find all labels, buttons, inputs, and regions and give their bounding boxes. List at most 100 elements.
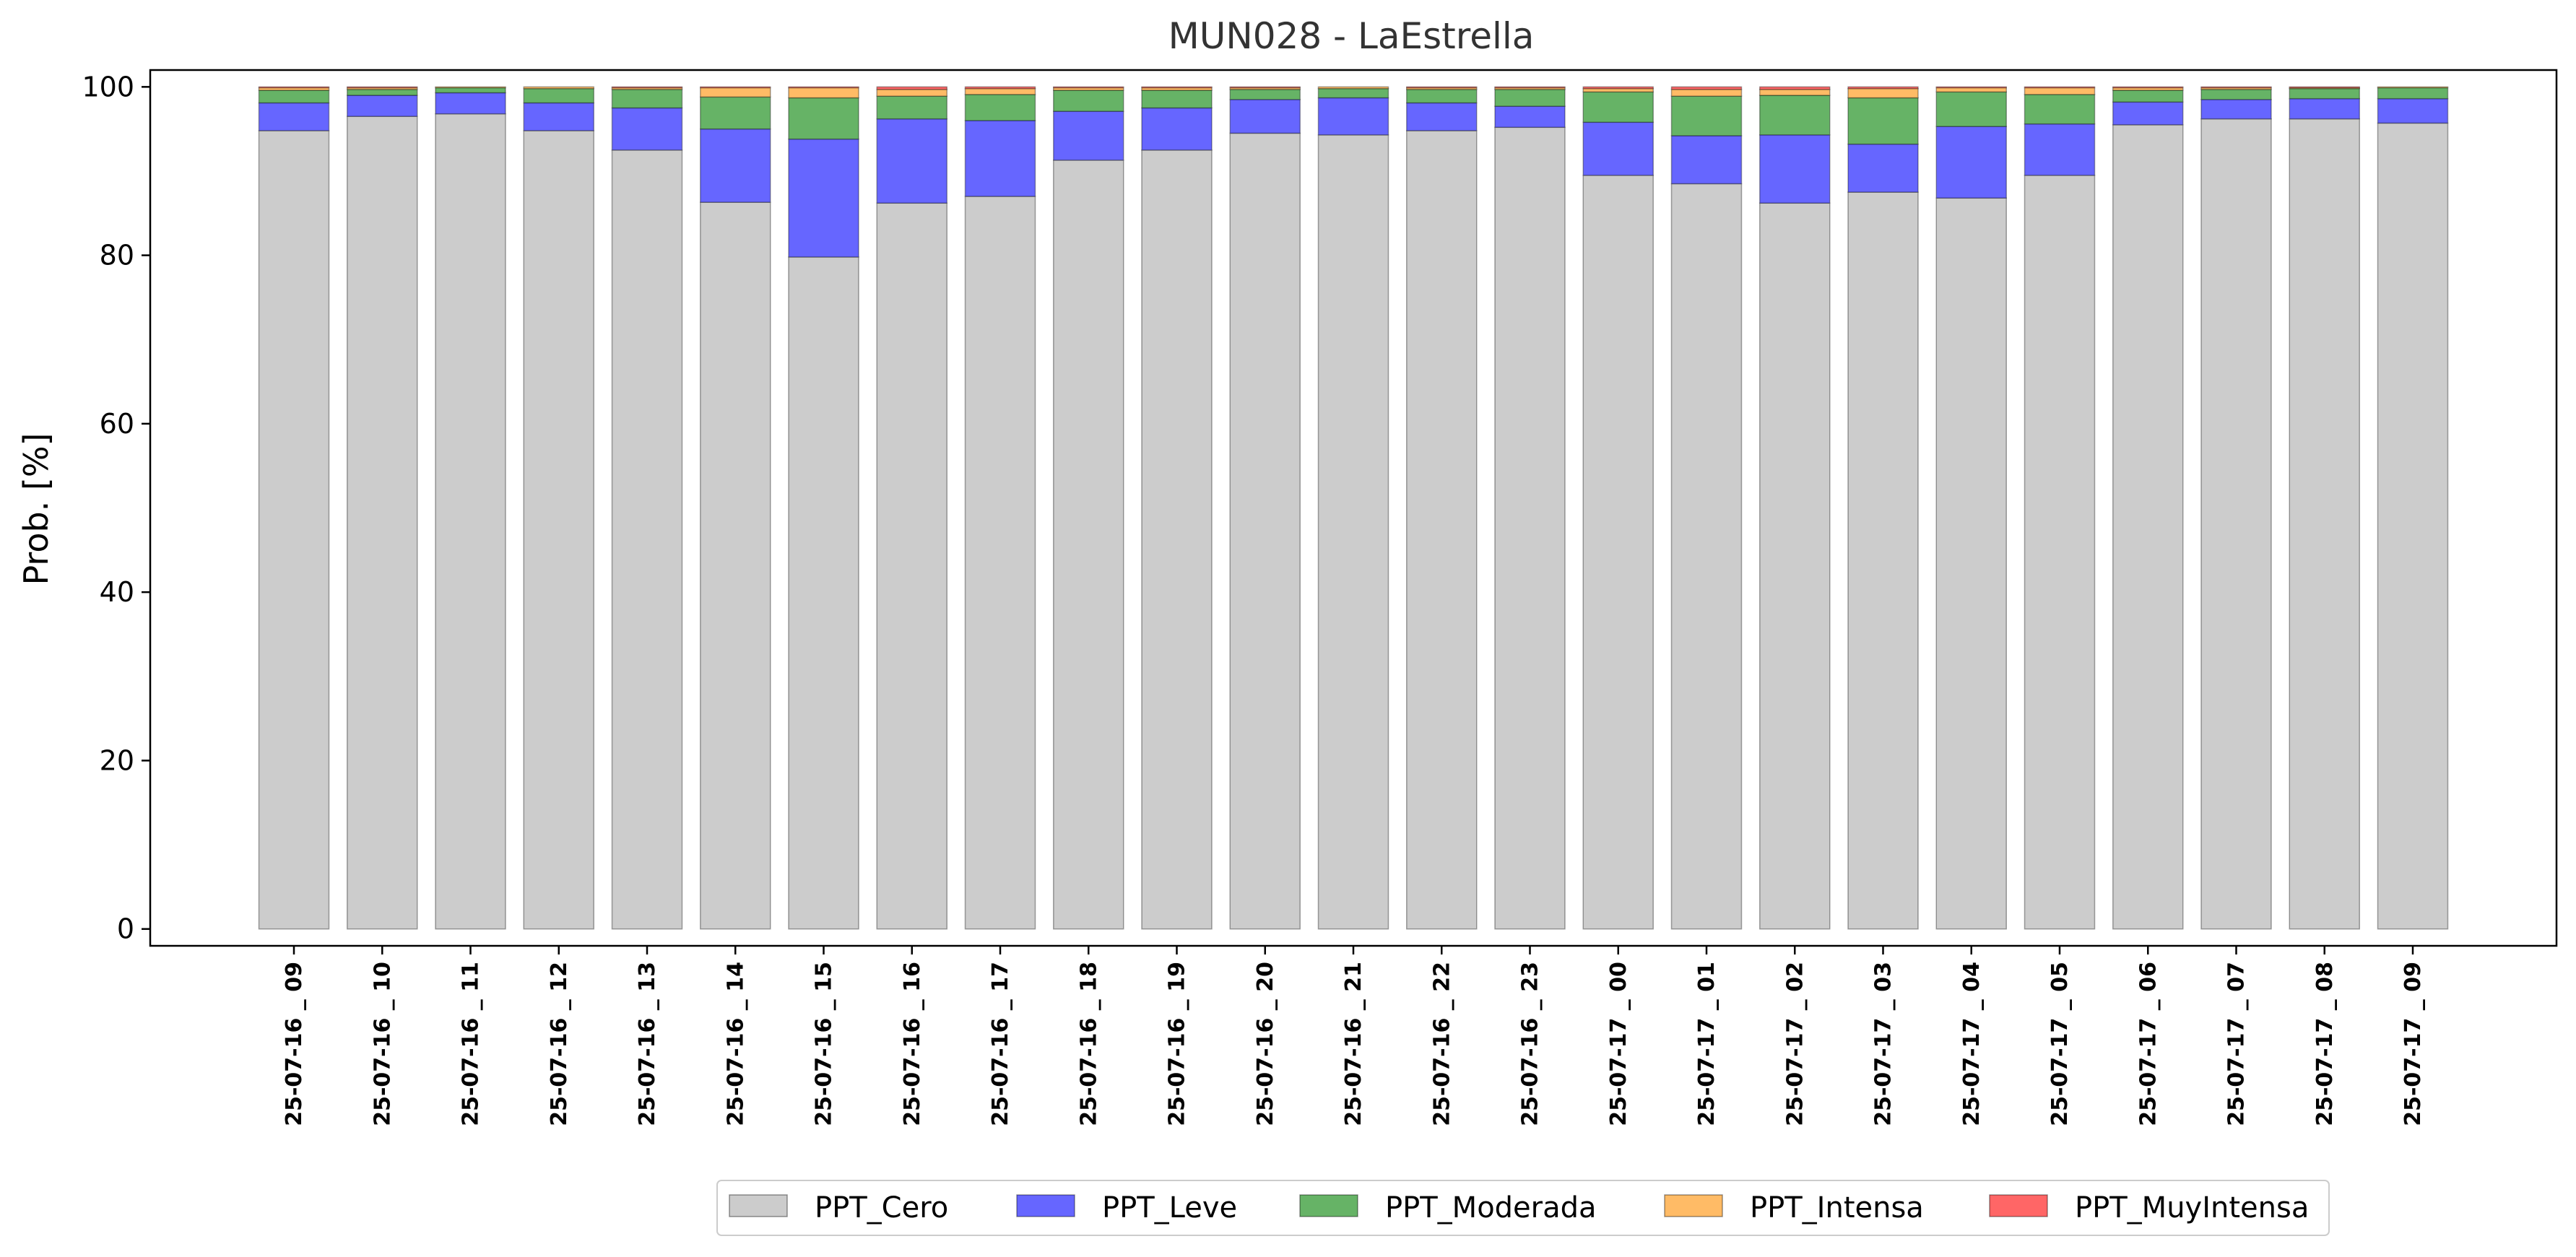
bar-segment-PPT_Cero [1317,134,1389,930]
bar-segment-PPT_MuyIntensa [1582,86,1654,90]
bar-segment-PPT_Leve [1229,99,1301,134]
bar-segment-PPT_Cero [700,201,771,930]
x-tick-label: 25-07-16 _ 18 [1076,962,1101,1126]
bar-segment-PPT_Cero [611,149,683,930]
bar-segment-PPT_Leve [876,118,947,204]
bar-segment-PPT_Moderada [435,87,506,94]
bar-segment-PPT_Leve [1317,97,1389,136]
x-tick-label: 25-07-16 _ 12 [547,962,572,1126]
x-tick-label: 25-07-16 _ 19 [1165,962,1190,1126]
bar-segment-PPT_Cero [1406,130,1478,930]
bar-segment-PPT_Intensa [2024,87,2096,95]
bar-segment-PPT_Leve [1406,102,1478,131]
bar-segment-PPT_Intensa [258,87,330,91]
legend-swatch-PPT_MuyIntensa [1989,1194,2048,1217]
legend-label-PPT_Moderada: PPT_Moderada [1385,1191,1597,1225]
bar-segment-PPT_Intensa [347,87,418,90]
bar-segment-PPT_Leve [2289,97,2360,120]
bar-segment-PPT_Cero [523,130,594,930]
bar-segment-PPT_Intensa [1847,87,1919,99]
bar-segment-PPT_Leve [435,92,506,115]
x-tick-label: 25-07-17 _ 06 [2135,962,2161,1126]
bar-segment-PPT_Cero [2112,124,2184,930]
x-tick-label: 25-07-17 _ 07 [2224,962,2250,1126]
x-tick-label: 25-07-16 _ 22 [1429,962,1454,1126]
bar-segment-PPT_Moderada [2377,87,2449,100]
bar-segment-PPT_Moderada [2200,89,2272,100]
bar-segment-PPT_Leve [1670,135,1743,185]
bar-segment-PPT_Intensa [876,89,947,97]
x-tick-label: 25-07-16 _ 15 [812,962,837,1126]
bar-segment-PPT_MuyIntensa [876,86,947,90]
bar-segment-PPT_Leve [523,102,594,131]
bar-segment-PPT_Moderada [611,89,683,109]
bar-segment-PPT_Moderada [876,95,947,120]
x-tick-label: 25-07-16 _ 14 [723,962,748,1126]
bar-segment-PPT_Intensa [2112,87,2184,91]
bar-segment-PPT_Moderada [258,90,330,104]
x-tick-label: 25-07-16 _ 10 [370,962,395,1126]
x-tick-label: 25-07-16 _ 11 [459,962,484,1126]
x-tick-label: 25-07-17 _ 01 [1694,962,1719,1126]
bar-segment-PPT_Leve [611,107,683,151]
legend-swatch-PPT_Leve [1016,1194,1075,1217]
x-tick-label: 25-07-16 _ 23 [1518,962,1543,1126]
bar-segment-PPT_Leve [2377,97,2449,124]
bar-segment-PPT_Leve [1494,105,1566,129]
x-tick-label: 25-07-16 _ 20 [1253,962,1278,1126]
bar-segment-PPT_Moderada [2024,94,2096,125]
legend-label-PPT_Leve: PPT_Leve [1102,1191,1237,1225]
legend-label-PPT_Cero: PPT_Cero [815,1191,948,1225]
bars [258,86,2449,930]
bar-segment-PPT_Intensa [2289,87,2360,90]
x-tick-label: 25-07-17 _ 03 [1871,962,1896,1126]
bar-segment-PPT_Moderada [1229,89,1301,100]
bar-segment-PPT_Cero [964,196,1036,930]
bar-segment-PPT_Moderada [1582,91,1654,123]
legend-swatch-PPT_Cero [729,1194,788,1217]
bar-segment-PPT_Leve [347,95,418,117]
x-tick-label: 25-07-17 _ 04 [1959,962,1985,1126]
bar-segment-PPT_Moderada [1406,89,1478,104]
bar-segment-PPT_Leve [1053,110,1124,161]
legend-swatch-PPT_Moderada [1299,1194,1358,1217]
bar-segment-PPT_Leve [1847,143,1919,193]
y-tick-label: 60 [100,408,134,440]
bar-segment-PPT_Moderada [1847,97,1919,145]
x-tick-label: 25-07-17 _ 05 [2047,962,2073,1126]
bar-segment-PPT_Leve [788,138,859,258]
bar-segment-PPT_Cero [1582,175,1654,930]
bar-segment-PPT_Leve [1141,107,1213,151]
bar-segment-PPT_Leve [1582,121,1654,176]
bar-segment-PPT_Intensa [1406,87,1478,90]
bar-segment-PPT_Leve [1759,134,1831,204]
bar-segment-PPT_Moderada [2112,90,2184,103]
bar-segment-PPT_Leve [2024,123,2096,176]
bar-segment-PPT_Intensa [611,87,683,90]
bar-segment-PPT_Intensa [1935,87,2007,93]
bar-segment-PPT_Cero [347,116,418,930]
bar-segment-PPT_Moderada [1053,90,1124,112]
bar-segment-PPT_Leve [258,102,330,131]
bar-segment-PPT_Intensa [2200,87,2272,90]
bar-segment-PPT_MuyIntensa [1847,86,1919,90]
y-axis-label: Prob. [%] [17,432,56,585]
bar-segment-PPT_Intensa [1759,89,1831,96]
legend-swatch-PPT_Intensa [1664,1194,1723,1217]
bar-segment-PPT_Intensa [1141,87,1213,91]
bar-segment-PPT_Leve [2200,99,2272,120]
bar-segment-PPT_Cero [258,130,330,930]
bar-segment-PPT_Cero [1759,202,1831,930]
bar-segment-PPT_Cero [1847,191,1919,930]
y-tick-label: 0 [117,913,134,945]
bar-segment-PPT_Leve [964,120,1036,197]
bar-segment-PPT_Cero [876,202,947,930]
bar-segment-PPT_Moderada [700,96,771,130]
bar-segment-PPT_Intensa [1053,87,1124,91]
bar-segment-PPT_Moderada [2289,87,2360,100]
chart-title: MUN028 - LaEstrella [1168,15,1535,57]
x-axis-ticks: 25-07-16 _ 09 25-07-16 _ 10 25-07-16 _ 11 2… [282,946,2426,1126]
x-tick-label: 25-07-17 _ 09 [2401,962,2426,1126]
legend: PPT_Cero PPT_Leve PPT_Moderada PPT_Intensa P… [716,1180,2330,1236]
